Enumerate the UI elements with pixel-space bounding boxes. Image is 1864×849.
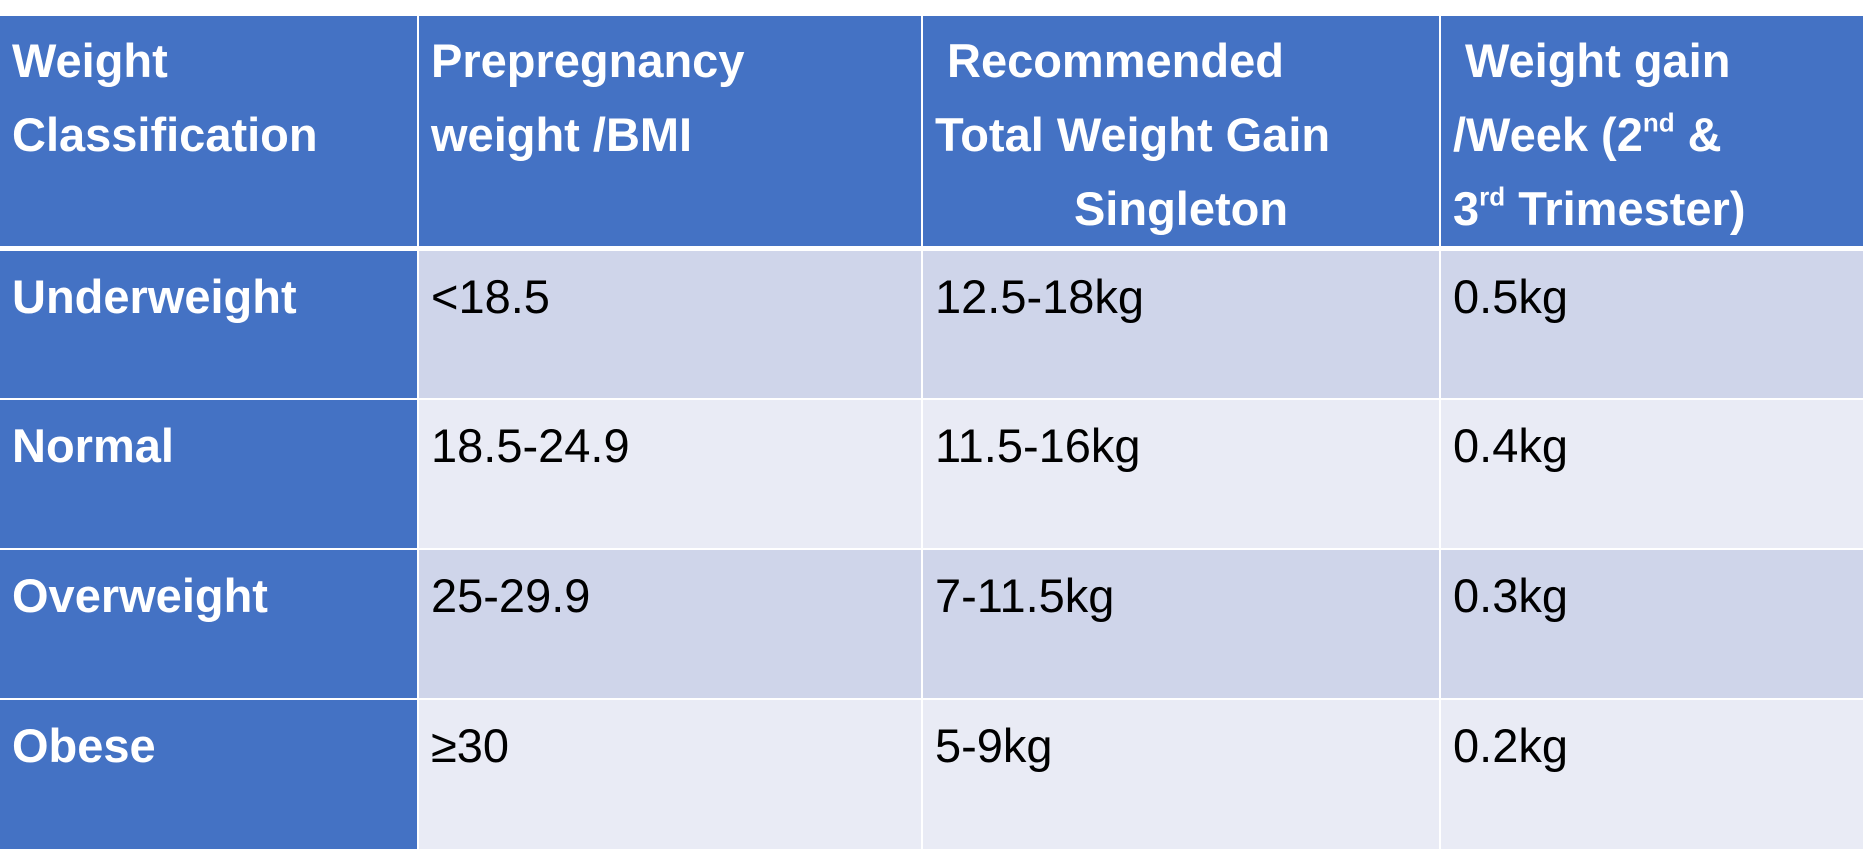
weight-gain-table-container: Weight Classification Prepregnancy weigh… — [0, 16, 1864, 849]
table-row: Overweight 25-29.9 7-11.5kg 0.3kg — [0, 547, 1864, 699]
classification-cell: Obese — [0, 697, 419, 849]
header-text-line: /Week (2nd & — [1453, 98, 1851, 172]
bmi-cell: 18.5-24.9 — [417, 397, 923, 549]
classification-cell: Underweight — [0, 248, 419, 399]
header-weight-classification: Weight Classification — [0, 16, 419, 251]
bmi-cell: ≥30 — [417, 697, 923, 849]
header-text: Total Weight Gain — [935, 108, 1331, 161]
header-text: 3 — [1453, 182, 1480, 235]
header-prepregnancy-bmi: Prepregnancy weight /BMI — [417, 16, 923, 251]
table-row: Normal 18.5-24.9 11.5-16kg 0.4kg — [0, 397, 1864, 549]
header-text: /Week (2 — [1453, 108, 1643, 161]
header-text: weight /BMI — [431, 108, 693, 161]
weekly-gain-cell: 0.3kg — [1439, 547, 1864, 699]
header-text: Prepregnancy — [431, 34, 745, 87]
header-text-line: 3rd Trimester) — [1453, 172, 1851, 246]
total-gain-cell: 7-11.5kg — [921, 547, 1441, 699]
header-text: Singleton — [1073, 182, 1289, 235]
total-gain-cell: 12.5-18kg — [921, 248, 1441, 399]
classification-cell: Normal — [0, 397, 419, 549]
header-recommended-total-gain: Recommended Total Weight Gain Singleton — [921, 16, 1441, 251]
header-text: Recommended — [947, 34, 1284, 87]
total-gain-cell: 5-9kg — [921, 697, 1441, 849]
table-row: Underweight <18.5 12.5-18kg 0.5kg — [0, 248, 1864, 399]
header-text: Weight gain — [1465, 34, 1731, 87]
table-header-row: Weight Classification Prepregnancy weigh… — [0, 16, 1864, 251]
weekly-gain-cell: 0.4kg — [1439, 397, 1864, 549]
ordinal-suffix: rd — [1479, 181, 1506, 212]
weight-gain-table: Weight Classification Prepregnancy weigh… — [0, 16, 1864, 849]
ordinal-suffix: nd — [1642, 107, 1675, 138]
bmi-cell: <18.5 — [417, 248, 923, 399]
header-text: Weight — [12, 34, 168, 87]
header-text: & — [1674, 108, 1722, 161]
classification-cell: Overweight — [0, 547, 419, 699]
header-weekly-gain: Weight gain /Week (2nd & 3rd Trimester) — [1439, 16, 1864, 251]
header-text: Classification — [12, 108, 318, 161]
bmi-cell: 25-29.9 — [417, 547, 923, 699]
weekly-gain-cell: 0.5kg — [1439, 248, 1864, 399]
weekly-gain-cell: 0.2kg — [1439, 697, 1864, 849]
total-gain-cell: 11.5-16kg — [921, 397, 1441, 549]
table-row: Obese ≥30 5-9kg 0.2kg — [0, 697, 1864, 849]
header-text: Trimester) — [1505, 182, 1746, 235]
